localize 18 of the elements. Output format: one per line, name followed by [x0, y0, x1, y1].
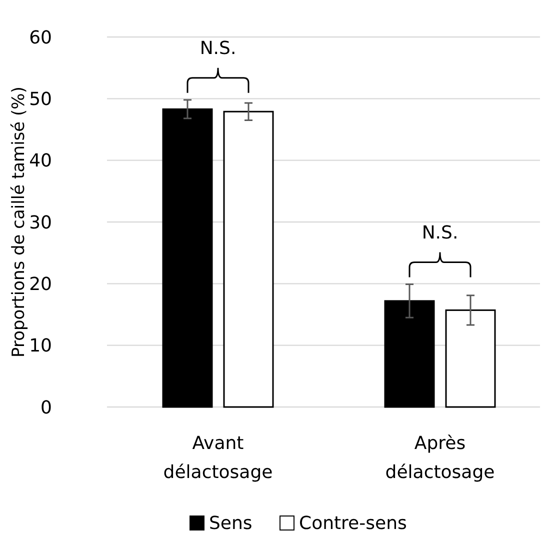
bar [162, 108, 213, 408]
annotation: N.S. [422, 222, 458, 244]
bar [223, 110, 274, 408]
annotation: N.S. [200, 38, 236, 60]
y-axis-title: Proportions de caillé tamisé (%) [8, 86, 29, 358]
legend-label: Contre-sens [299, 513, 407, 534]
y-tick-label: 10 [29, 336, 52, 357]
y-tick-label: 20 [29, 274, 52, 295]
y-tick-label: 0 [40, 397, 52, 418]
y-tick-label: 50 [29, 88, 52, 110]
bar [445, 309, 496, 408]
bar [384, 300, 435, 408]
y-tick-label: 60 [29, 27, 52, 48]
y-tick-label: 30 [29, 212, 52, 234]
legend-label: Sens [209, 513, 252, 534]
x-tick-label: Après délactosage [385, 433, 495, 483]
y-tick-label: 40 [29, 150, 52, 172]
x-tick-label: Avant délactosage [163, 433, 273, 483]
